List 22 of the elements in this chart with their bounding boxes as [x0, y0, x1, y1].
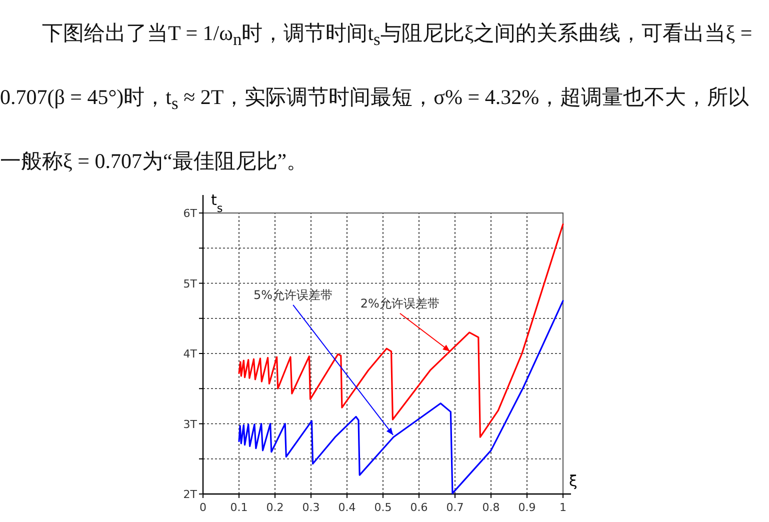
text: 下图给出了当T = 1/ω$_{n}$时，调节时间t$_{s}$与阻尼比ξ之间的关系曲线，可看出当ξ = 0.707(β = 45°)时，t$_{s}$ ≈ 2T，实际调节时间最短，σ% = 4.32%，超调量也不大，所以一般称ξ = 0.707为“最佳阻尼比”。 — [0, 21, 752, 174]
y-tick-label: 4T — [183, 348, 198, 360]
x-tick-label: 1 — [560, 501, 566, 514]
x-tick-label: 0.5 — [374, 501, 392, 514]
y-axis-title: t$_{s}$ — [211, 191, 223, 214]
annotation: 5%允许误差带 — [254, 288, 333, 302]
x-tick-label: 0.6 — [410, 501, 428, 514]
x-tick-label: 0.8 — [482, 501, 500, 514]
annotation: 2%允许误差带 — [360, 296, 440, 310]
x-tick-label: 0.2 — [266, 501, 284, 514]
y-tick-label: 6T — [183, 207, 198, 220]
x-tick-label: 0.3 — [302, 501, 320, 514]
x-axis-title: ξ — [569, 472, 578, 490]
y-tick-label: 2T — [183, 488, 198, 501]
x-tick-label: 0 — [200, 501, 206, 514]
x-tick-label: 0.9 — [518, 501, 536, 514]
y-tick-label: 3T — [183, 418, 198, 431]
x-tick-label: 0.1 — [230, 501, 248, 514]
x-tick-label: 0.4 — [338, 501, 356, 514]
line-series — [238, 223, 564, 438]
y-tick-label: 5T — [183, 277, 198, 290]
x-tick-label: 0.7 — [446, 501, 464, 514]
